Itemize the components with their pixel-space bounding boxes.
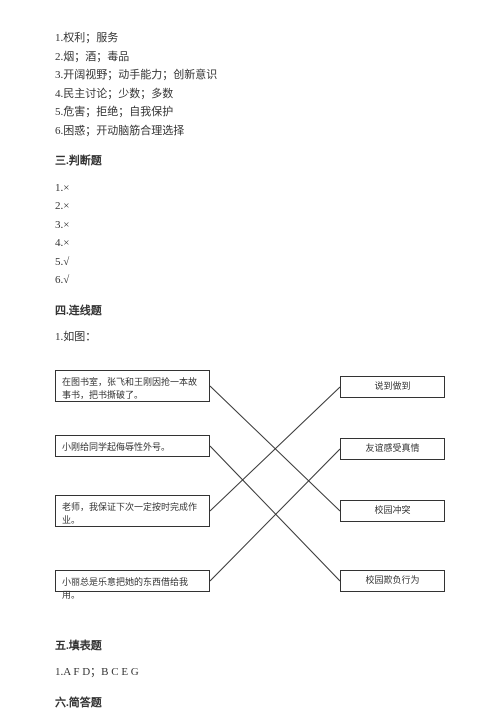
list-item: 1.权利；服务 [55, 30, 445, 47]
section4-heading: 四.连线题 [55, 303, 445, 320]
list-item: 3.× [55, 217, 445, 234]
match-left-box: 在图书室，张飞和王刚因抢一本故事书，把书撕破了。 [55, 370, 210, 402]
fill-answers-list: 1.权利；服务 2.烟；酒；毒品3.开阔视野；动手能力；创新意识 4.民主讨论；少数… [55, 30, 445, 139]
match-line [210, 446, 340, 581]
match-left-box: 小丽总是乐意把她的东西借给我用。 [55, 570, 210, 592]
section4-intro: 1.如图： [55, 329, 445, 346]
list-item: 1.× [55, 180, 445, 197]
list-item: 4.民主讨论；少数；多数 [55, 86, 445, 103]
list-item: 2.× [55, 198, 445, 215]
matching-diagram: 在图书室，张飞和王刚因抢一本故事书，把书撕破了。小刚给同学起侮辱性外号。老师，我… [55, 360, 445, 620]
section3-heading: 三.判断题 [55, 153, 445, 170]
fill-table-list: 1.A F D；B C E G [55, 664, 445, 681]
judgment-list: 1.×2.× 3.×4.× 5.√6.√ [55, 180, 445, 289]
match-line [210, 386, 340, 511]
match-left-box: 老师，我保证下次一定按时完成作业。 [55, 495, 210, 527]
match-right-box: 友谊感受真情 [340, 438, 445, 460]
list-item: 4.× [55, 235, 445, 252]
match-line [210, 449, 340, 581]
match-left-box: 小刚给同学起侮辱性外号。 [55, 435, 210, 457]
list-item: 5.危害；拒绝；自我保护 [55, 104, 445, 121]
match-right-box: 校园冲突 [340, 500, 445, 522]
list-item: 3.开阔视野；动手能力；创新意识 [55, 67, 445, 84]
list-item: 1.A F D；B C E G [55, 664, 445, 681]
match-right-box: 校园欺负行为 [340, 570, 445, 592]
match-line [210, 387, 340, 511]
list-item: 6.困惑；开动脑筋合理选择 [55, 123, 445, 140]
list-item: 2.烟；酒；毒品 [55, 49, 445, 66]
section6-heading: 六.简答题 [55, 695, 445, 711]
matching-intro: 1.如图： [55, 329, 445, 346]
list-item: 5.√ [55, 254, 445, 271]
list-item: 6.√ [55, 272, 445, 289]
section5-heading: 五.填表题 [55, 638, 445, 655]
match-right-box: 说到做到 [340, 376, 445, 398]
